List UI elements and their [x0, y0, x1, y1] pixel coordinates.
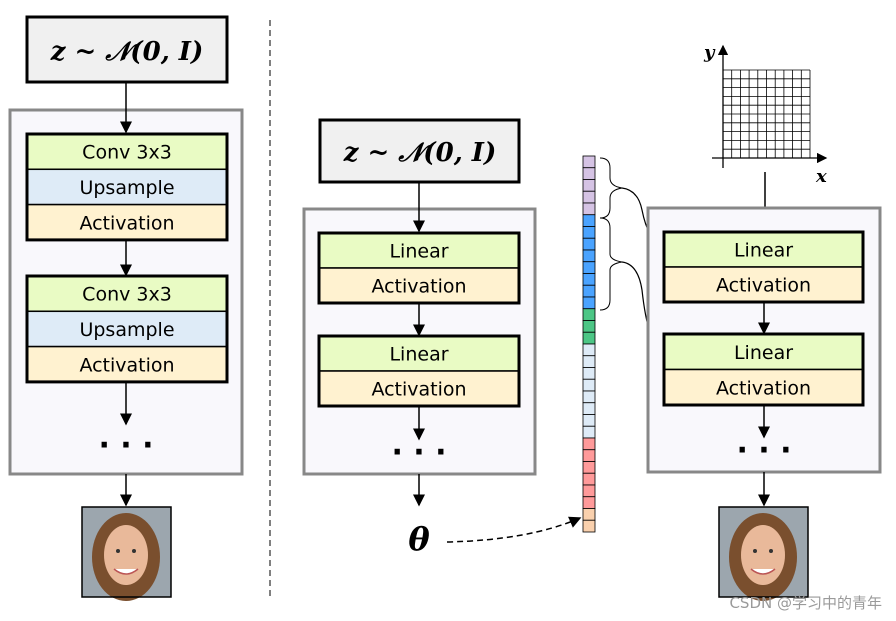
layer-label: Conv 3x3	[82, 142, 172, 164]
vector-cell	[582, 355, 596, 368]
vector-cell	[582, 390, 596, 404]
layer-label: Upsample	[79, 177, 174, 199]
layer-label: Linear	[734, 240, 793, 262]
layer-label: Linear	[734, 342, 793, 364]
layer-label: Activation	[716, 377, 811, 399]
vector-cell	[582, 308, 596, 321]
vector-cell	[582, 331, 596, 345]
watermark: CSDN @学习中的青年	[729, 594, 882, 612]
right-dots: · · ·	[736, 433, 791, 468]
vector-cell	[582, 214, 596, 227]
vector-cell	[582, 155, 596, 169]
svg-text:z ~ 𝒩(0, I): z ~ 𝒩(0, I)	[50, 37, 204, 67]
vector-cell	[582, 496, 596, 509]
brace-2	[599, 217, 623, 311]
vector-cell	[582, 202, 596, 216]
left-dots: · · ·	[98, 428, 153, 463]
vector-cell	[582, 449, 596, 462]
layer-block: Linear Activation	[662, 230, 865, 304]
middle-noise-box: z ~ 𝒩(0, I)	[318, 118, 521, 184]
vector-cell	[582, 508, 596, 521]
vector-cell	[582, 284, 596, 298]
vector-cell	[582, 402, 596, 415]
layer-label: Upsample	[79, 319, 174, 341]
layer-label: Activation	[79, 354, 174, 376]
vector-cell	[582, 179, 596, 192]
theta-label: θ	[408, 520, 430, 558]
layer-label: Activation	[371, 276, 466, 298]
vector-cell	[582, 414, 596, 427]
axis-x-label: x	[815, 166, 827, 187]
coordinate-grid	[722, 69, 811, 159]
layer-block: Linear Activation	[317, 231, 521, 305]
vector-cell	[582, 249, 596, 263]
vector-cell	[582, 472, 596, 486]
layer-label: Activation	[79, 212, 174, 234]
layer-block: Linear Activation	[317, 334, 521, 408]
vector-cell	[582, 461, 596, 474]
layer-label: Conv 3x3	[82, 284, 172, 306]
vector-cell	[582, 237, 596, 251]
vector-cell	[582, 226, 596, 239]
vector-cell	[582, 273, 596, 286]
vector-cell	[582, 320, 596, 333]
layer-block: Linear Activation	[662, 332, 865, 407]
vector-cell	[582, 190, 596, 204]
vector-cell	[582, 425, 596, 439]
vector-cell	[582, 519, 596, 533]
generated-face-image	[81, 506, 172, 601]
layer-block: Conv 3x3 Upsample Activation	[25, 274, 229, 384]
layer-label: Activation	[716, 275, 811, 297]
dashed-arrow-theta-to-vector	[446, 516, 582, 543]
axis-y-label: y	[703, 42, 716, 63]
layer-label: Activation	[371, 379, 466, 401]
middle-dots: · · ·	[391, 435, 446, 470]
layer-label: Linear	[389, 344, 448, 366]
vector-cell	[582, 484, 596, 498]
vector-cell	[582, 296, 596, 310]
left-noise-box: z ~ 𝒩(0, I)	[25, 15, 229, 84]
parameter-vector	[582, 155, 596, 533]
layer-label: Linear	[389, 241, 448, 263]
vector-cell	[582, 367, 596, 380]
vector-cell	[582, 167, 596, 180]
generated-face-image	[718, 506, 809, 601]
vector-cell	[582, 343, 596, 357]
vector-cell	[582, 437, 596, 451]
svg-text:z ~ 𝒩(0, I): z ~ 𝒩(0, I)	[343, 138, 497, 168]
vector-cell	[582, 378, 596, 392]
vector-cell	[582, 261, 596, 274]
layer-block: Conv 3x3 Upsample Activation	[25, 132, 229, 242]
brace-1	[599, 157, 623, 219]
layer-cell	[318, 232, 520, 269]
